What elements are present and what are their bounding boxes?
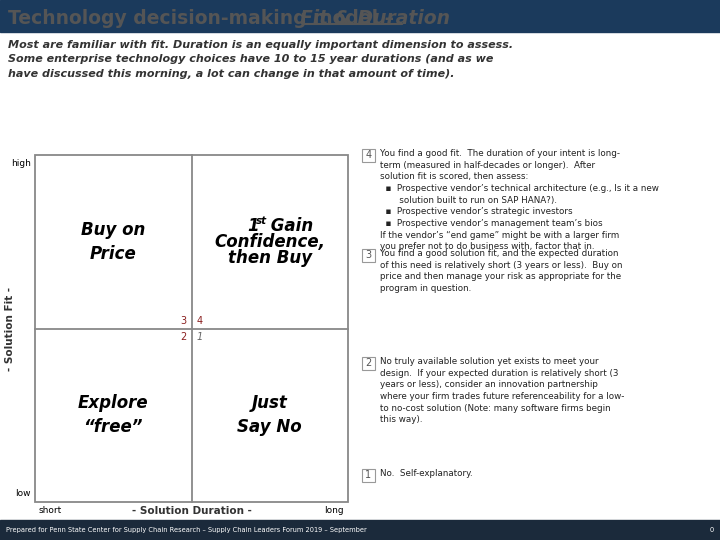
Text: Technology decision-making model –: Technology decision-making model – xyxy=(8,9,400,28)
Text: Gain: Gain xyxy=(265,217,313,235)
Text: 1: 1 xyxy=(197,332,203,341)
Text: high: high xyxy=(11,159,31,168)
Text: Prepared for Penn State Center for Supply Chain Research – Supply Chain Leaders : Prepared for Penn State Center for Suppl… xyxy=(6,527,366,533)
Text: Explore
“free”: Explore “free” xyxy=(78,394,148,436)
Text: Just
Say No: Just Say No xyxy=(238,394,302,436)
FancyBboxPatch shape xyxy=(362,249,375,262)
Text: 1: 1 xyxy=(248,217,259,235)
Text: 3: 3 xyxy=(366,251,372,260)
Text: Confidence,: Confidence, xyxy=(215,233,325,251)
Text: then Buy: then Buy xyxy=(228,249,312,267)
Bar xyxy=(0,0,720,32)
Text: - Solution Fit -: - Solution Fit - xyxy=(5,286,15,370)
Text: Most are familiar with fit. Duration is an equally important dimension to assess: Most are familiar with fit. Duration is … xyxy=(8,40,513,79)
Text: long: long xyxy=(325,506,344,515)
Text: - Solution Duration -: - Solution Duration - xyxy=(132,506,251,516)
Text: short: short xyxy=(39,506,62,515)
FancyBboxPatch shape xyxy=(362,469,375,482)
Bar xyxy=(0,520,720,540)
FancyBboxPatch shape xyxy=(362,149,375,162)
Text: Fit & Duration: Fit & Duration xyxy=(300,9,450,28)
Text: 3: 3 xyxy=(181,315,186,326)
Text: st: st xyxy=(256,216,267,226)
Text: No truly available solution yet exists to meet your
design.  If your expected du: No truly available solution yet exists t… xyxy=(380,357,624,424)
Text: 2: 2 xyxy=(180,332,186,341)
Text: 2: 2 xyxy=(365,359,372,368)
Text: 4: 4 xyxy=(366,151,372,160)
Text: You find a good solution fit, and the expected duration
of this need is relative: You find a good solution fit, and the ex… xyxy=(380,249,623,293)
Text: No.  Self-explanatory.: No. Self-explanatory. xyxy=(380,469,472,478)
Bar xyxy=(35,155,348,502)
Text: 1: 1 xyxy=(366,470,372,481)
Text: 0: 0 xyxy=(710,527,714,533)
Text: Buy on
Price: Buy on Price xyxy=(81,221,145,262)
Text: low: low xyxy=(16,489,31,498)
Text: 4: 4 xyxy=(197,315,202,326)
FancyBboxPatch shape xyxy=(362,357,375,370)
Text: You find a good fit.  The duration of your intent is long-
term (measured in hal: You find a good fit. The duration of you… xyxy=(380,149,659,251)
